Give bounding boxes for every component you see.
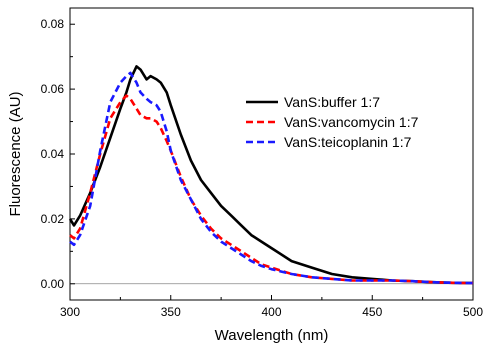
series-line-3 (69, 71, 474, 285)
x-tick-label: 300 (60, 305, 80, 319)
series-layer (68, 65, 474, 285)
x-tick-label: 350 (161, 305, 181, 319)
legend-label: VanS:vancomycin 1:7 (284, 114, 419, 130)
y-tick-label: 0.08 (41, 17, 65, 31)
y-axis-title: Fluorescence (AU) (7, 91, 24, 216)
legend-label: VanS:buffer 1:7 (284, 94, 380, 110)
y-tick-label: 0.02 (41, 212, 65, 226)
x-tick-label: 500 (463, 305, 483, 319)
legend-label: VanS:teicoplanin 1:7 (284, 134, 412, 150)
y-tick-label: 0.04 (41, 147, 65, 161)
x-tick-label: 450 (362, 305, 382, 319)
legend: VanS:buffer 1:7 VanS:vancomycin 1:7 VanS:t… (246, 94, 419, 150)
x-tick-label: 400 (261, 305, 281, 319)
y-tick-label: 0.06 (41, 82, 65, 96)
x-axis-title: Wavelength (nm) (215, 327, 329, 344)
series-line-1 (68, 65, 474, 285)
y-tick-label: 0.00 (41, 277, 65, 291)
x-axis: 300 350 400 450 500 (60, 295, 483, 319)
plot-area (69, 7, 474, 301)
chart-frame (69, 7, 474, 301)
y-axis: 0.00 0.02 0.04 0.06 0.08 (41, 17, 75, 291)
